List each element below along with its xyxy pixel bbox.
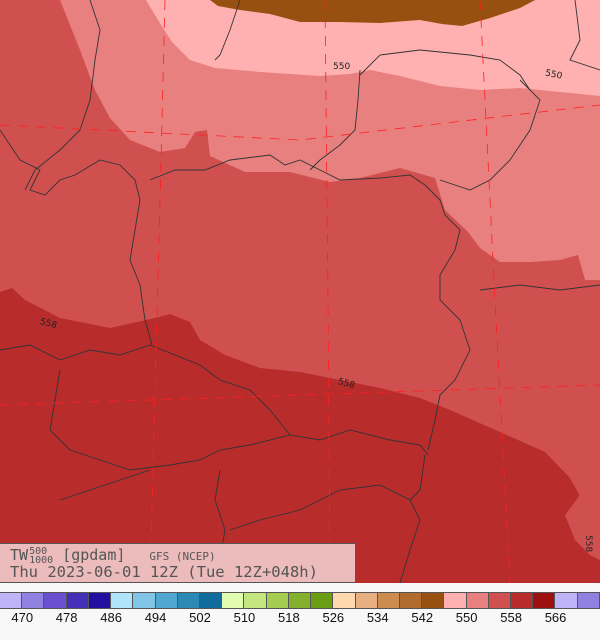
legend-tick-label: 558 — [500, 610, 522, 625]
map[interactable]: 550 550 558 558 558 — [0, 0, 600, 583]
legend-tick-label: 478 — [55, 610, 78, 625]
legend-tick-label: 494 — [144, 610, 167, 625]
legend-swatch — [377, 592, 400, 609]
legend-tick-label: 502 — [189, 610, 211, 625]
contour-label: 558 — [39, 317, 58, 331]
variable-name: TW — [10, 546, 29, 564]
legend-swatch — [155, 592, 178, 609]
contour-label: 550 — [333, 62, 350, 72]
legend-swatch — [533, 592, 556, 609]
model-name: GFS (NCEP) — [149, 550, 216, 563]
title-box: TW500 1000 [gpdam] GFS (NCEP) Thu 2023-06-… — [0, 543, 356, 583]
legend-swatch — [199, 592, 223, 609]
legend-swatch — [422, 592, 445, 609]
level-stack: 500 1000 — [29, 545, 54, 566]
legend-swatch — [555, 592, 578, 609]
legend-tick-label: 534 — [366, 610, 389, 625]
legend-swatch — [244, 592, 267, 609]
legend-swatch — [577, 592, 600, 609]
legend-swatch — [466, 592, 489, 609]
legend-tick-label: 526 — [322, 610, 345, 625]
color-legend — [0, 592, 600, 610]
band-558-562-se — [565, 488, 600, 560]
contour-label: 550 — [544, 68, 563, 81]
legend-tick-label: 542 — [411, 610, 434, 625]
contour-label: 558 — [337, 377, 356, 391]
legend-swatch — [44, 592, 67, 609]
valid-time: Thu 2023-06-01 12Z (Tue 12Z+048h) — [10, 563, 318, 581]
legend-swatch — [511, 592, 534, 609]
legend-swatch — [444, 592, 467, 609]
legend-tick-label: 518 — [278, 610, 300, 625]
level-bottom: 1000 — [29, 554, 54, 566]
contour-label: 558 — [583, 535, 593, 552]
legend-swatch — [0, 592, 23, 609]
legend-tick-label: 566 — [544, 610, 567, 625]
legend-swatch — [133, 592, 156, 609]
legend-swatch — [266, 592, 289, 609]
legend-swatch — [177, 592, 200, 609]
legend-swatch — [222, 592, 245, 609]
level-top: 500 — [29, 545, 48, 557]
legend-swatch — [399, 592, 423, 609]
legend-ticks: 470 478 486 494 502 510 518 526 534 542 550 558 566 — [0, 610, 600, 630]
legend-swatch — [488, 592, 512, 609]
legend-swatch — [288, 592, 312, 609]
legend-swatch — [355, 592, 378, 609]
legend-swatch — [111, 592, 134, 609]
legend-swatch — [88, 592, 112, 609]
legend-swatch — [333, 592, 356, 609]
legend-tick-label: 550 — [455, 610, 478, 625]
legend-swatch — [311, 592, 334, 609]
legend-swatch — [66, 592, 89, 609]
band-546-550 — [210, 0, 535, 26]
legend-tick-label: 486 — [100, 610, 122, 625]
unit: [gpdam] — [62, 546, 126, 564]
legend-swatch — [22, 592, 45, 609]
legend-tick-label: 510 — [233, 610, 256, 625]
title-line-1: TW500 1000 [gpdam] GFS (NCEP) — [10, 546, 216, 565]
grid-lines — [0, 0, 600, 583]
country-borders — [0, 0, 600, 583]
legend-tick-label: 470 — [11, 610, 34, 625]
band-550-554 — [146, 0, 600, 96]
